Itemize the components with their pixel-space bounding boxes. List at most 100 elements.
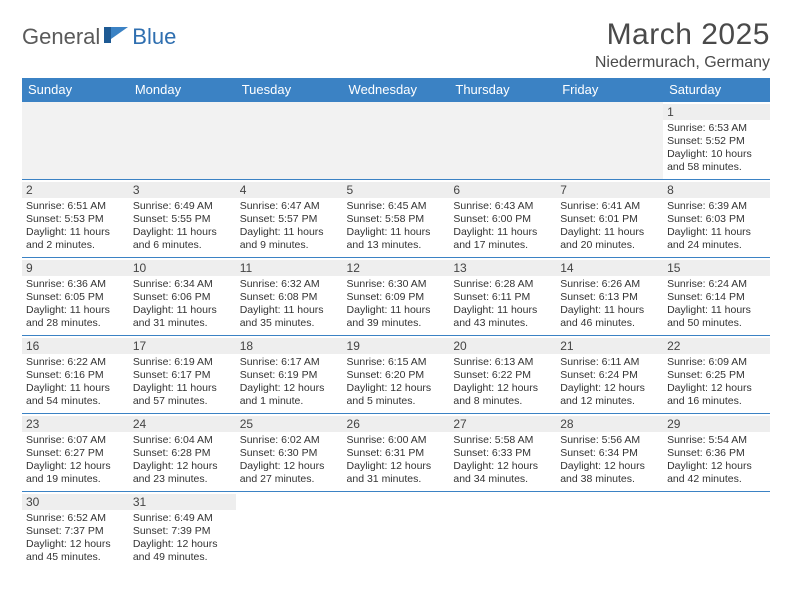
- day-number: 17: [129, 338, 236, 354]
- day-number: 22: [663, 338, 770, 354]
- calendar-body: 1Sunrise: 6:53 AMSunset: 5:52 PMDaylight…: [22, 102, 770, 570]
- sunrise-line: Sunrise: 6:00 AM: [347, 434, 446, 447]
- calendar-day: 8Sunrise: 6:39 AMSunset: 6:03 PMDaylight…: [663, 180, 770, 258]
- calendar-empty: [343, 492, 450, 570]
- day-details: Sunrise: 6:24 AMSunset: 6:14 PMDaylight:…: [667, 278, 766, 331]
- calendar-day: 2Sunrise: 6:51 AMSunset: 5:53 PMDaylight…: [22, 180, 129, 258]
- sunset-line: Sunset: 6:19 PM: [240, 369, 339, 382]
- sunset-line: Sunset: 6:13 PM: [560, 291, 659, 304]
- calendar-day: 23Sunrise: 6:07 AMSunset: 6:27 PMDayligh…: [22, 414, 129, 492]
- calendar-day: 7Sunrise: 6:41 AMSunset: 6:01 PMDaylight…: [556, 180, 663, 258]
- daylight-line: Daylight: 12 hours and 34 minutes.: [453, 460, 552, 486]
- daylight-line: Daylight: 11 hours and 50 minutes.: [667, 304, 766, 330]
- calendar-day: 29Sunrise: 5:54 AMSunset: 6:36 PMDayligh…: [663, 414, 770, 492]
- sunset-line: Sunset: 5:57 PM: [240, 213, 339, 226]
- day-number: 24: [129, 416, 236, 432]
- calendar-day: 18Sunrise: 6:17 AMSunset: 6:19 PMDayligh…: [236, 336, 343, 414]
- weekday-header: Thursday: [449, 78, 556, 102]
- sunset-line: Sunset: 6:17 PM: [133, 369, 232, 382]
- day-details: Sunrise: 6:49 AMSunset: 7:39 PMDaylight:…: [133, 512, 232, 565]
- sunrise-line: Sunrise: 6:24 AM: [667, 278, 766, 291]
- day-details: Sunrise: 5:56 AMSunset: 6:34 PMDaylight:…: [560, 434, 659, 487]
- calendar-day: 19Sunrise: 6:15 AMSunset: 6:20 PMDayligh…: [343, 336, 450, 414]
- day-number: 6: [449, 182, 556, 198]
- day-number: 19: [343, 338, 450, 354]
- sunset-line: Sunset: 6:33 PM: [453, 447, 552, 460]
- day-details: Sunrise: 6:39 AMSunset: 6:03 PMDaylight:…: [667, 200, 766, 253]
- calendar-week: 9Sunrise: 6:36 AMSunset: 6:05 PMDaylight…: [22, 258, 770, 336]
- sunrise-line: Sunrise: 6:34 AM: [133, 278, 232, 291]
- calendar-empty: [556, 102, 663, 180]
- sunset-line: Sunset: 6:34 PM: [560, 447, 659, 460]
- sunset-line: Sunset: 6:36 PM: [667, 447, 766, 460]
- sunrise-line: Sunrise: 6:19 AM: [133, 356, 232, 369]
- daylight-line: Daylight: 11 hours and 57 minutes.: [133, 382, 232, 408]
- page-header: General Blue March 2025 Niedermurach, Ge…: [22, 18, 770, 72]
- day-number: 5: [343, 182, 450, 198]
- sunrise-line: Sunrise: 6:28 AM: [453, 278, 552, 291]
- sunset-line: Sunset: 6:01 PM: [560, 213, 659, 226]
- calendar-day: 28Sunrise: 5:56 AMSunset: 6:34 PMDayligh…: [556, 414, 663, 492]
- sunset-line: Sunset: 5:52 PM: [667, 135, 766, 148]
- calendar-week: 30Sunrise: 6:52 AMSunset: 7:37 PMDayligh…: [22, 492, 770, 570]
- sunset-line: Sunset: 6:14 PM: [667, 291, 766, 304]
- sunrise-line: Sunrise: 6:02 AM: [240, 434, 339, 447]
- calendar-day: 16Sunrise: 6:22 AMSunset: 6:16 PMDayligh…: [22, 336, 129, 414]
- daylight-line: Daylight: 12 hours and 31 minutes.: [347, 460, 446, 486]
- day-details: Sunrise: 6:04 AMSunset: 6:28 PMDaylight:…: [133, 434, 232, 487]
- daylight-line: Daylight: 10 hours and 58 minutes.: [667, 148, 766, 174]
- daylight-line: Daylight: 12 hours and 19 minutes.: [26, 460, 125, 486]
- logo-text-blue: Blue: [132, 24, 176, 50]
- calendar-day: 11Sunrise: 6:32 AMSunset: 6:08 PMDayligh…: [236, 258, 343, 336]
- day-details: Sunrise: 6:41 AMSunset: 6:01 PMDaylight:…: [560, 200, 659, 253]
- calendar-empty: [556, 492, 663, 570]
- daylight-line: Daylight: 12 hours and 1 minute.: [240, 382, 339, 408]
- sunrise-line: Sunrise: 6:15 AM: [347, 356, 446, 369]
- sunrise-line: Sunrise: 6:36 AM: [26, 278, 125, 291]
- weekday-header: Saturday: [663, 78, 770, 102]
- sunrise-line: Sunrise: 6:47 AM: [240, 200, 339, 213]
- day-details: Sunrise: 6:34 AMSunset: 6:06 PMDaylight:…: [133, 278, 232, 331]
- sunrise-line: Sunrise: 6:07 AM: [26, 434, 125, 447]
- day-number: 25: [236, 416, 343, 432]
- title-block: March 2025 Niedermurach, Germany: [595, 18, 770, 72]
- daylight-line: Daylight: 11 hours and 17 minutes.: [453, 226, 552, 252]
- sunset-line: Sunset: 6:28 PM: [133, 447, 232, 460]
- flag-icon: [104, 25, 130, 50]
- sunrise-line: Sunrise: 5:56 AM: [560, 434, 659, 447]
- weekday-header: Friday: [556, 78, 663, 102]
- sunset-line: Sunset: 6:08 PM: [240, 291, 339, 304]
- weekday-row: SundayMondayTuesdayWednesdayThursdayFrid…: [22, 78, 770, 102]
- day-number: 20: [449, 338, 556, 354]
- weekday-header: Tuesday: [236, 78, 343, 102]
- daylight-line: Daylight: 12 hours and 42 minutes.: [667, 460, 766, 486]
- calendar-empty: [449, 102, 556, 180]
- calendar-day: 1Sunrise: 6:53 AMSunset: 5:52 PMDaylight…: [663, 102, 770, 180]
- sunset-line: Sunset: 6:31 PM: [347, 447, 446, 460]
- day-details: Sunrise: 5:54 AMSunset: 6:36 PMDaylight:…: [667, 434, 766, 487]
- calendar-empty: [343, 102, 450, 180]
- calendar-day: 22Sunrise: 6:09 AMSunset: 6:25 PMDayligh…: [663, 336, 770, 414]
- day-number: 13: [449, 260, 556, 276]
- day-details: Sunrise: 6:52 AMSunset: 7:37 PMDaylight:…: [26, 512, 125, 565]
- calendar-day: 5Sunrise: 6:45 AMSunset: 5:58 PMDaylight…: [343, 180, 450, 258]
- day-details: Sunrise: 6:00 AMSunset: 6:31 PMDaylight:…: [347, 434, 446, 487]
- month-title: March 2025: [595, 18, 770, 52]
- sunset-line: Sunset: 6:05 PM: [26, 291, 125, 304]
- day-details: Sunrise: 6:19 AMSunset: 6:17 PMDaylight:…: [133, 356, 232, 409]
- daylight-line: Daylight: 11 hours and 2 minutes.: [26, 226, 125, 252]
- sunset-line: Sunset: 7:37 PM: [26, 525, 125, 538]
- calendar-empty: [236, 492, 343, 570]
- calendar-day: 27Sunrise: 5:58 AMSunset: 6:33 PMDayligh…: [449, 414, 556, 492]
- day-details: Sunrise: 6:36 AMSunset: 6:05 PMDaylight:…: [26, 278, 125, 331]
- sunset-line: Sunset: 6:30 PM: [240, 447, 339, 460]
- day-number: 3: [129, 182, 236, 198]
- sunrise-line: Sunrise: 6:32 AM: [240, 278, 339, 291]
- daylight-line: Daylight: 11 hours and 31 minutes.: [133, 304, 232, 330]
- sunset-line: Sunset: 6:03 PM: [667, 213, 766, 226]
- daylight-line: Daylight: 11 hours and 28 minutes.: [26, 304, 125, 330]
- daylight-line: Daylight: 11 hours and 43 minutes.: [453, 304, 552, 330]
- calendar-week: 2Sunrise: 6:51 AMSunset: 5:53 PMDaylight…: [22, 180, 770, 258]
- sunrise-line: Sunrise: 6:11 AM: [560, 356, 659, 369]
- sunrise-line: Sunrise: 6:39 AM: [667, 200, 766, 213]
